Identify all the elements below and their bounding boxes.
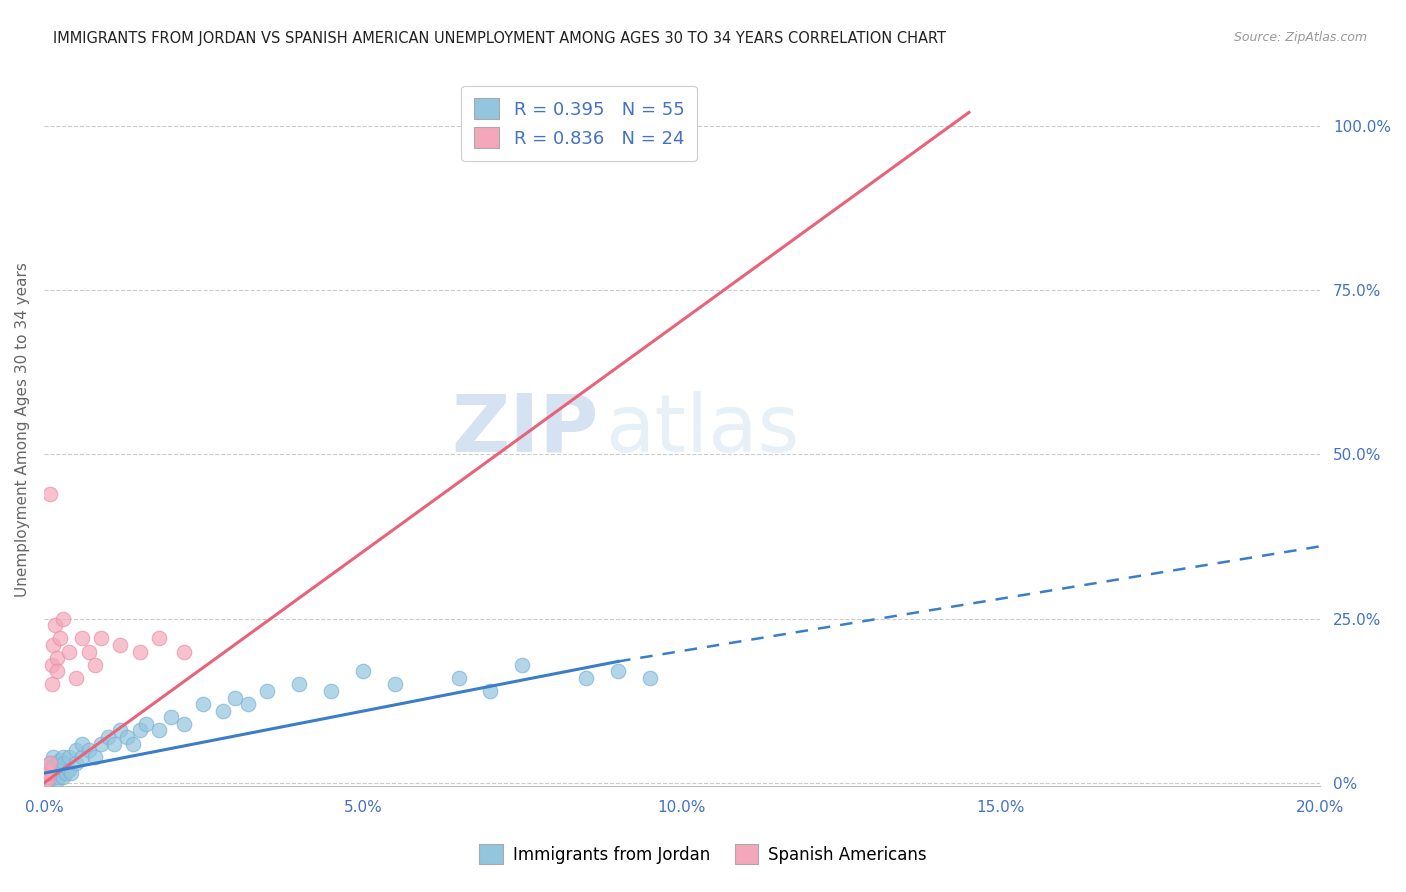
Point: [39, 487, 62, 501]
Point: [45, 772, 67, 787]
Text: Source: ZipAtlas.com: Source: ZipAtlas.com: [1233, 31, 1367, 45]
Point: [77, 644, 100, 658]
Point: [41, 759, 63, 773]
Point: [41, 766, 63, 780]
Point: [49, 753, 72, 767]
Point: [70, 749, 93, 764]
Point: [35, 772, 58, 787]
Point: [575, 671, 598, 685]
Legend: Immigrants from Jordan, Spanish Americans: Immigrants from Jordan, Spanish American…: [472, 838, 934, 871]
Point: [128, 723, 150, 738]
Point: [42, 749, 65, 764]
Point: [103, 737, 125, 751]
Point: [110, 723, 132, 738]
Point: [148, 632, 170, 646]
Point: [44, 618, 66, 632]
Point: [39, 756, 62, 771]
Point: [224, 690, 246, 705]
Point: [128, 644, 150, 658]
Point: [352, 665, 374, 679]
Point: [84, 749, 107, 764]
Text: atlas: atlas: [606, 391, 800, 468]
Point: [44, 763, 66, 777]
Point: [173, 644, 195, 658]
Legend: R = 0.395   N = 55, R = 0.836   N = 24: R = 0.395 N = 55, R = 0.836 N = 24: [461, 86, 697, 161]
Point: [58, 749, 80, 764]
Text: ZIP: ZIP: [451, 391, 599, 468]
Point: [70, 737, 93, 751]
Point: [49, 763, 72, 777]
Point: [45, 756, 67, 771]
Point: [65, 743, 87, 757]
Point: [46, 770, 69, 784]
Point: [97, 730, 120, 744]
Point: [49, 632, 72, 646]
Point: [45, 766, 67, 780]
Point: [211, 704, 233, 718]
Point: [35, 763, 58, 777]
Point: [447, 671, 470, 685]
Point: [135, 717, 157, 731]
Point: [512, 657, 534, 672]
Point: [58, 763, 80, 777]
Point: [148, 723, 170, 738]
Point: [319, 684, 342, 698]
Point: [638, 671, 661, 685]
Point: [55, 766, 77, 780]
Point: [479, 684, 502, 698]
Point: [53, 756, 76, 771]
Point: [35, 770, 58, 784]
Point: [42, 770, 65, 784]
Point: [65, 671, 87, 685]
Point: [607, 665, 630, 679]
Point: [42, 638, 65, 652]
Point: [41, 677, 63, 691]
Point: [65, 756, 87, 771]
Point: [41, 657, 63, 672]
Point: [122, 737, 145, 751]
Point: [52, 770, 75, 784]
Point: [84, 657, 107, 672]
Point: [58, 644, 80, 658]
Point: [38, 770, 60, 784]
Point: [70, 632, 93, 646]
Y-axis label: Unemployment Among Ages 30 to 34 years: Unemployment Among Ages 30 to 34 years: [15, 262, 30, 597]
Point: [39, 772, 62, 787]
Point: [52, 749, 75, 764]
Point: [288, 677, 311, 691]
Point: [110, 638, 132, 652]
Point: [115, 730, 138, 744]
Text: IMMIGRANTS FROM JORDAN VS SPANISH AMERICAN UNEMPLOYMENT AMONG AGES 30 TO 34 YEAR: IMMIGRANTS FROM JORDAN VS SPANISH AMERIC…: [53, 31, 946, 46]
Point: [160, 710, 183, 724]
Point: [39, 756, 62, 771]
Point: [37, 763, 59, 777]
Point: [90, 737, 112, 751]
Point: [45, 665, 67, 679]
Point: [77, 743, 100, 757]
Point: [45, 651, 67, 665]
Point: [193, 697, 215, 711]
Point: [52, 759, 75, 773]
Point: [38, 766, 60, 780]
Point: [173, 717, 195, 731]
Point: [90, 632, 112, 646]
Point: [52, 612, 75, 626]
Point: [236, 697, 259, 711]
Point: [256, 684, 278, 698]
Point: [59, 766, 82, 780]
Point: [384, 677, 406, 691]
